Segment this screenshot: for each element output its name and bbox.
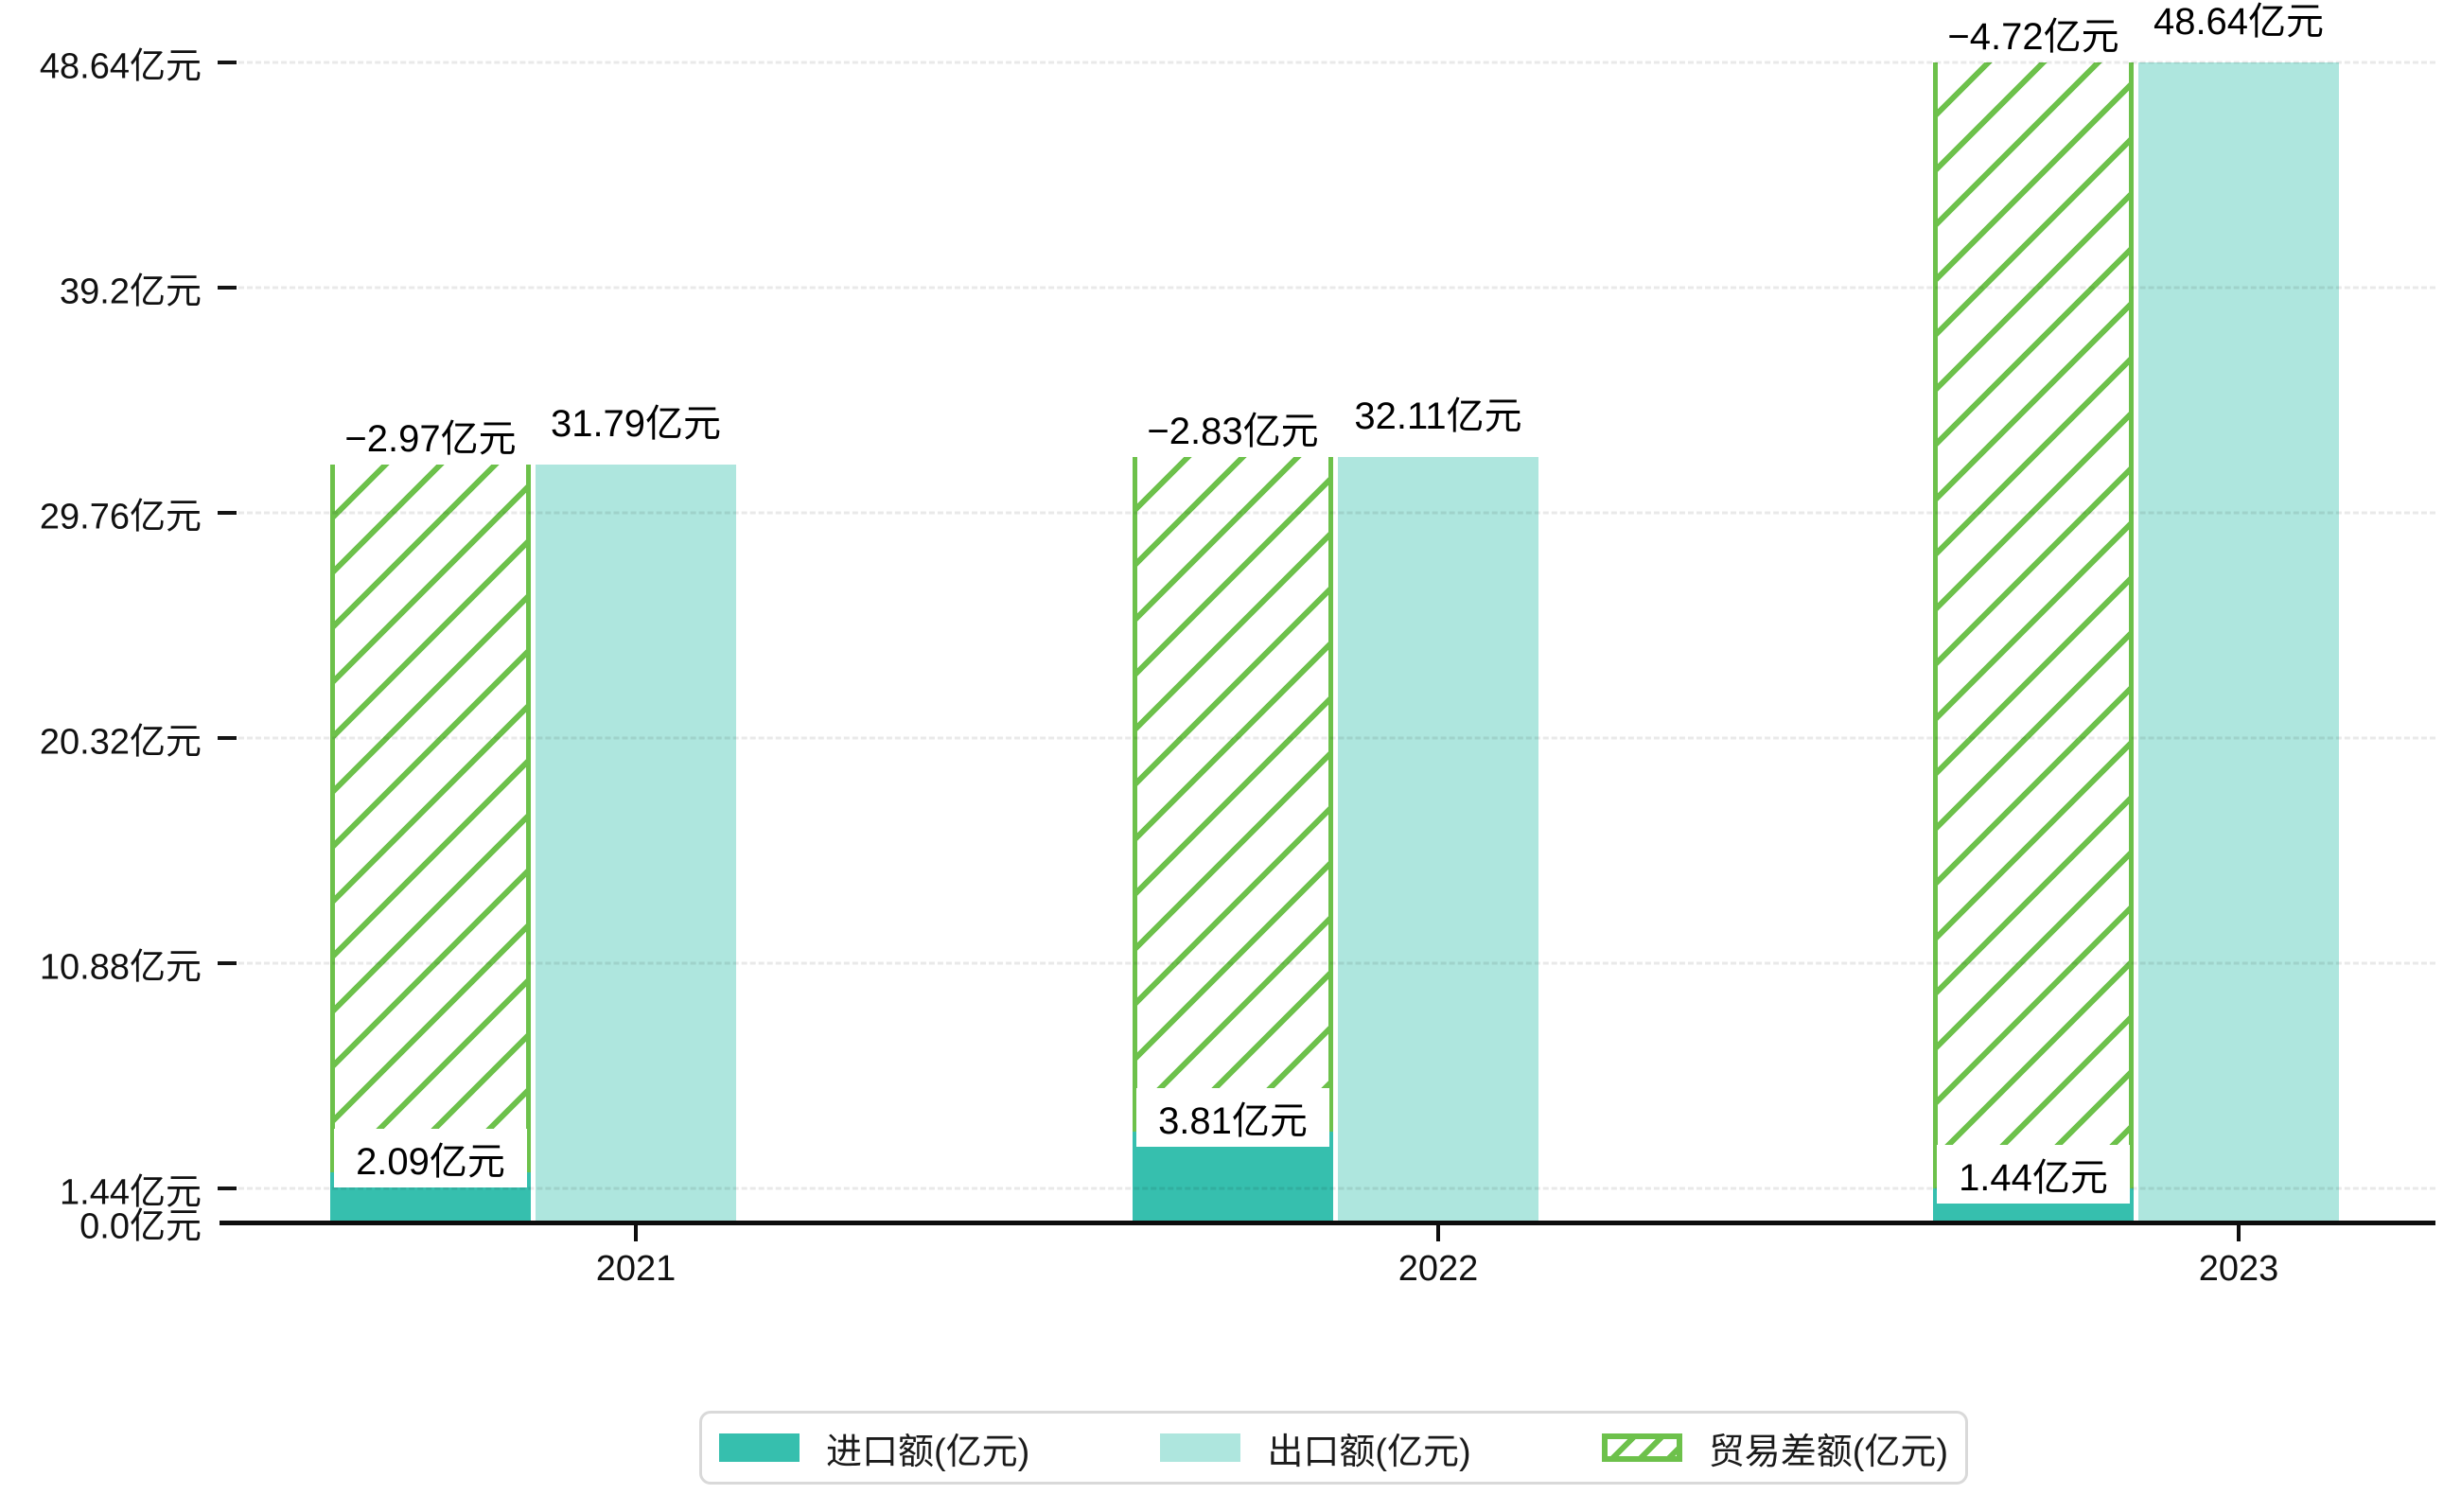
trade-balance-bar-2022[interactable] <box>1133 456 1333 1132</box>
legend-label: 贸易差额(亿元) <box>1708 1432 1948 1472</box>
trade-balance-value-label-2022: −2.83亿元 <box>1147 410 1319 452</box>
y-axis-label: 29.76亿元 <box>39 497 202 537</box>
trade-balance-value-label-2023: −4.72亿元 <box>1947 16 2119 59</box>
y-axis-label: 20.32亿元 <box>39 722 202 763</box>
y-axis-tick <box>218 1186 237 1190</box>
legend-item-trade-balance[interactable]: 贸易差额(亿元) <box>1601 1422 1948 1474</box>
export-bar-2023[interactable] <box>2138 62 2339 1222</box>
trade-balance-bar-2023[interactable] <box>1933 62 2134 1188</box>
y-axis-label: 1.44亿元 <box>60 1172 202 1213</box>
import-swatch-icon <box>719 1433 800 1462</box>
x-axis-tick <box>634 1225 638 1241</box>
y-axis-label: 48.64亿元 <box>39 46 202 87</box>
y-axis-label: 0.0亿元 <box>79 1206 202 1247</box>
x-axis-tick <box>1436 1225 1440 1241</box>
x-axis-label-2023: 2023 <box>2198 1249 2279 1289</box>
y-axis-tick <box>218 511 237 516</box>
legend-item-import[interactable]: 进口额(亿元) <box>719 1422 1029 1474</box>
legend-label: 出口额(亿元) <box>1267 1432 1471 1472</box>
import-value-label-2021: 2.09亿元 <box>334 1129 527 1188</box>
trade-balance-bar-2021[interactable] <box>330 464 531 1173</box>
export-bar-2022[interactable] <box>1338 456 1538 1222</box>
trade-balance-value-label-2021: −2.97亿元 <box>344 417 517 460</box>
trade-balance-swatch-icon <box>1601 1433 1682 1462</box>
y-axis-tick <box>218 286 237 290</box>
x-axis-line <box>220 1221 2435 1225</box>
x-axis-label-2022: 2022 <box>1397 1249 1479 1289</box>
x-axis-tick <box>2237 1225 2241 1241</box>
y-axis-label: 10.88亿元 <box>39 947 202 988</box>
export-value-label-2023: 48.64亿元 <box>2153 1 2325 44</box>
export-bar-2021[interactable] <box>536 464 736 1222</box>
export-value-label-2021: 31.79亿元 <box>550 402 722 445</box>
y-axis-label: 39.2亿元 <box>60 272 202 312</box>
export-value-label-2022: 32.11亿元 <box>1354 395 1522 437</box>
y-axis-tick <box>218 960 237 965</box>
export-swatch-icon <box>1160 1433 1241 1462</box>
import-value-label-2022: 3.81亿元 <box>1136 1087 1329 1147</box>
import-value-label-2023: 1.44亿元 <box>1937 1144 2130 1204</box>
import-bar-2022[interactable] <box>1133 1131 1333 1222</box>
legend-label: 进口额(亿元) <box>826 1432 1030 1472</box>
legend-item-export[interactable]: 出口额(亿元) <box>1160 1422 1471 1474</box>
x-axis-label-2021: 2021 <box>595 1249 677 1289</box>
y-axis-tick <box>218 735 237 740</box>
legend: 进口额(亿元) 出口额(亿元) 贸易差额(亿元) <box>699 1411 1968 1485</box>
y-axis-tick <box>218 61 237 65</box>
